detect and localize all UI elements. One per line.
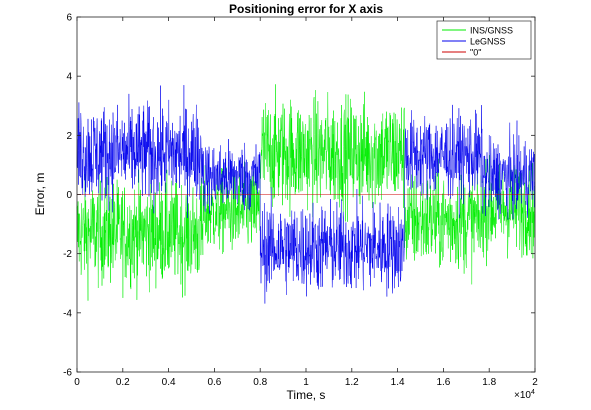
x-tick-label: 0.2	[116, 377, 130, 388]
x-tick-label: 1.8	[482, 377, 496, 388]
x-tick-label: 0.8	[253, 377, 267, 388]
x-axis-exponent-power: 4	[531, 389, 535, 396]
x-tick-label: 0.6	[207, 377, 221, 388]
legend-entry: "0"	[470, 48, 481, 58]
y-tick-label: -4	[63, 308, 72, 319]
series-line-1	[76, 84, 536, 304]
x-tick-label: 0.4	[162, 377, 176, 388]
y-axis-label: Error, m	[33, 173, 47, 216]
y-tick-label: -6	[63, 368, 72, 379]
y-tick-label: 6	[66, 13, 72, 24]
legend-entry: INS/GNSS	[470, 26, 513, 36]
x-tick-label: 2	[532, 377, 538, 388]
y-tick-label: 2	[66, 131, 72, 142]
series-line-0	[76, 84, 536, 301]
legend-box	[436, 20, 532, 60]
legend-entry: LeGNSS	[470, 37, 506, 47]
x-tick-label: 1	[303, 377, 309, 388]
x-tick-label: 1.6	[436, 377, 450, 388]
x-tick-label: 1.2	[345, 377, 359, 388]
y-tick-label: 0	[66, 190, 72, 201]
x-tick-label: 0	[74, 377, 80, 388]
x-axis-exponent-base: ×10	[514, 390, 531, 401]
chart-title: Positioning error for X axis	[229, 2, 383, 16]
x-tick-label: 1.4	[391, 377, 405, 388]
x-axis-exponent: ×104	[514, 389, 535, 401]
y-tick-label: 4	[66, 72, 72, 83]
y-tick-label: -2	[63, 249, 72, 260]
x-axis-label: Time, s	[287, 388, 326, 402]
ticks-layer: 0 0.2 0.4 0.6 0.8 1 1.2 1.4 1.6 1.8 2 -6 -4 -2 0 2 4 6	[63, 13, 538, 389]
series-layer	[76, 84, 536, 304]
